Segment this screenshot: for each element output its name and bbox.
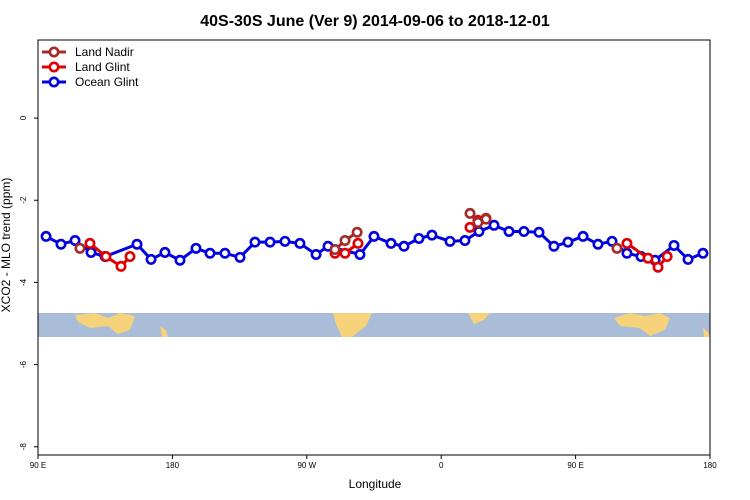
y-tick-label: -8 bbox=[19, 443, 28, 451]
x-axis-label: Longitude bbox=[349, 477, 402, 491]
point bbox=[398, 240, 410, 252]
point bbox=[145, 253, 157, 265]
point bbox=[473, 225, 485, 237]
point bbox=[354, 248, 366, 260]
point bbox=[661, 251, 673, 263]
point bbox=[339, 235, 351, 247]
point bbox=[219, 247, 231, 259]
legend-marker bbox=[48, 61, 60, 73]
point bbox=[264, 236, 276, 248]
x-tick-label: 180 bbox=[166, 461, 180, 470]
point bbox=[533, 226, 545, 238]
x-tick-label: 90 E bbox=[30, 461, 46, 470]
point bbox=[413, 232, 425, 244]
point bbox=[249, 236, 261, 248]
map-strip bbox=[38, 313, 710, 337]
point bbox=[190, 242, 202, 254]
point bbox=[464, 207, 476, 219]
point bbox=[668, 239, 680, 251]
point bbox=[204, 247, 216, 259]
point bbox=[310, 248, 322, 260]
point bbox=[279, 235, 291, 247]
point bbox=[124, 251, 136, 263]
x-tick-label: 90 W bbox=[297, 461, 316, 470]
point bbox=[352, 237, 364, 249]
point bbox=[488, 219, 500, 231]
x-tick-label: 90 E bbox=[567, 461, 583, 470]
legend-label: Land Nadir bbox=[75, 45, 134, 59]
point bbox=[577, 230, 589, 242]
point bbox=[329, 244, 341, 256]
plot-frame bbox=[37, 39, 711, 456]
point bbox=[548, 240, 560, 252]
point bbox=[115, 260, 127, 272]
y-tick-label: -2 bbox=[19, 196, 28, 204]
point bbox=[159, 246, 171, 258]
point bbox=[444, 235, 456, 247]
point bbox=[174, 254, 186, 266]
point bbox=[518, 225, 530, 237]
point bbox=[74, 242, 86, 254]
point bbox=[40, 230, 52, 242]
point bbox=[385, 237, 397, 249]
point bbox=[606, 235, 618, 247]
point bbox=[234, 251, 246, 263]
point bbox=[503, 225, 515, 237]
point bbox=[368, 230, 380, 242]
point bbox=[464, 221, 476, 233]
point bbox=[426, 229, 438, 241]
point bbox=[294, 237, 306, 249]
series-line bbox=[45, 223, 704, 263]
x-tick-label: 0 bbox=[439, 461, 444, 470]
point bbox=[621, 237, 633, 249]
point bbox=[351, 226, 363, 238]
legend-label: Land Glint bbox=[75, 60, 130, 74]
legend-label: Ocean Glint bbox=[75, 75, 139, 89]
legend-marker bbox=[48, 76, 60, 88]
point bbox=[55, 238, 67, 250]
point bbox=[84, 237, 96, 249]
y-tick-label: -6 bbox=[19, 361, 28, 369]
point bbox=[682, 253, 694, 265]
point bbox=[652, 261, 664, 273]
chart-title: 40S-30S June (Ver 9) 2014-09-06 to 2018-… bbox=[200, 13, 550, 30]
x-tick-label: 180 bbox=[703, 461, 717, 470]
legend-marker bbox=[48, 46, 60, 58]
y-tick-label: -4 bbox=[19, 278, 28, 286]
point bbox=[611, 242, 623, 254]
point bbox=[459, 235, 471, 247]
point bbox=[131, 238, 143, 250]
y-axis-label: XCO2 - MLO trend (ppm) bbox=[0, 178, 13, 313]
point bbox=[339, 247, 351, 259]
point bbox=[480, 213, 492, 225]
point bbox=[69, 235, 81, 247]
point bbox=[100, 251, 112, 263]
point bbox=[642, 252, 654, 264]
point bbox=[85, 246, 97, 258]
y-tick-label: 0 bbox=[19, 115, 28, 120]
point bbox=[621, 247, 633, 259]
point bbox=[562, 236, 574, 248]
point bbox=[592, 238, 604, 250]
point bbox=[697, 247, 709, 259]
